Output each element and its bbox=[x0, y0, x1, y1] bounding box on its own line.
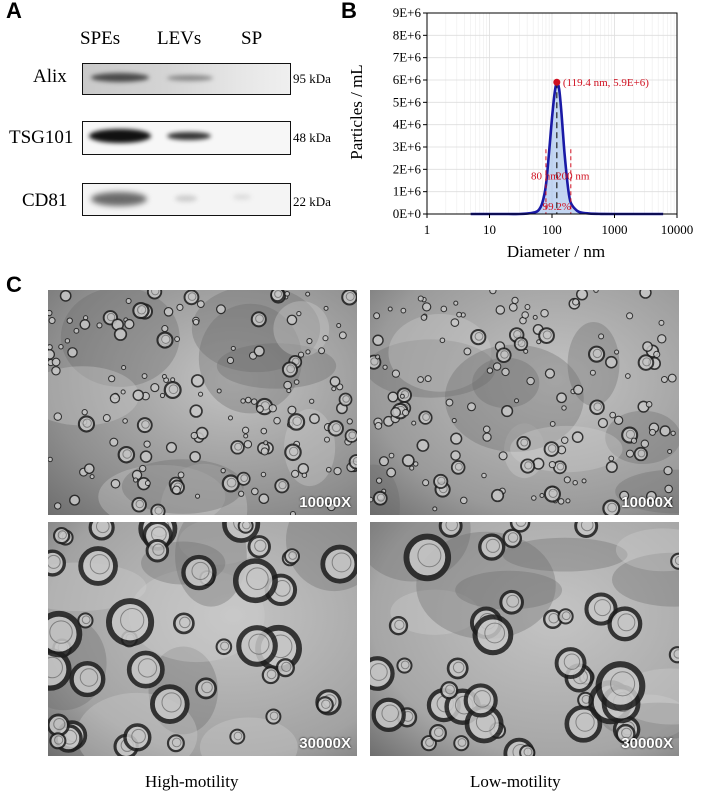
kda-label-alix: 95 kDa bbox=[293, 71, 331, 86]
upper-bound-label: 200 nm bbox=[556, 170, 590, 182]
tem-image-high-motility-10000x: 10000X bbox=[48, 290, 357, 515]
tem-texture bbox=[370, 522, 679, 756]
condition-label-low-motility: Low-motility bbox=[470, 772, 561, 791]
protein-label-cd81: CD81 bbox=[22, 190, 68, 211]
x-tick-label: 100 bbox=[542, 222, 562, 237]
tem-texture bbox=[370, 290, 679, 515]
band-cd81-sp bbox=[233, 194, 251, 200]
band-cd81-levs bbox=[175, 195, 197, 202]
panel-label-a: A bbox=[6, 0, 22, 23]
x-tick-label: 10000 bbox=[661, 222, 694, 237]
kda-label-cd81: 22 kDa bbox=[293, 194, 331, 209]
lane-label-sp: SP bbox=[241, 28, 263, 49]
magnification-label: 10000X bbox=[621, 494, 673, 511]
y-tick-label: 8E+6 bbox=[393, 27, 422, 42]
protein-label-tsg101: TSG101 bbox=[9, 127, 74, 148]
x-tick-label: 10 bbox=[483, 222, 496, 237]
percent-label: 99.2% bbox=[543, 201, 571, 213]
y-tick-label: 9E+6 bbox=[393, 5, 422, 20]
magnification-label: 30000X bbox=[621, 735, 673, 752]
peak-point bbox=[553, 78, 561, 86]
tem-image-high-motility-30000x: 30000X bbox=[48, 522, 357, 756]
blot-cd81 bbox=[82, 183, 291, 216]
panel-label-c: C bbox=[6, 272, 22, 297]
y-tick-label: 4E+6 bbox=[393, 117, 422, 132]
x-tick-label: 1000 bbox=[602, 222, 628, 237]
y-tick-label: 6E+6 bbox=[393, 72, 422, 87]
band-alix-levs bbox=[167, 75, 213, 81]
y-tick-label: 1E+6 bbox=[393, 184, 422, 199]
tem-image-low-motility-30000x: 30000X bbox=[370, 522, 679, 756]
plot-frame bbox=[426, 12, 678, 215]
tem-texture bbox=[48, 290, 357, 515]
y-tick-label: 7E+6 bbox=[393, 50, 422, 65]
tem-texture bbox=[48, 522, 357, 756]
y-tick-label: 3E+6 bbox=[393, 139, 422, 154]
magnification-label: 30000X bbox=[299, 735, 351, 752]
y-tick-label: 5E+6 bbox=[393, 94, 422, 109]
chart-area-fill bbox=[470, 82, 664, 215]
magnification-label: 10000X bbox=[299, 494, 351, 511]
blot-tsg101 bbox=[82, 121, 291, 155]
band-tsg101-spes bbox=[89, 129, 151, 143]
y-tick-label: 0E+0 bbox=[393, 206, 421, 221]
x-axis-label: Diameter / nm bbox=[507, 242, 605, 261]
y-tick-label: 2E+6 bbox=[393, 161, 422, 176]
blot-alix bbox=[82, 63, 291, 95]
band-cd81-spes bbox=[91, 192, 147, 206]
protein-label-alix: Alix bbox=[33, 66, 67, 87]
x-tick-label: 1 bbox=[424, 222, 431, 237]
condition-label-high-motility: High-motility bbox=[145, 772, 239, 791]
panel-label-b: B bbox=[341, 0, 357, 23]
tem-image-low-motility-10000x: 10000X bbox=[370, 290, 679, 515]
lane-label-spes: SPEs bbox=[80, 28, 121, 49]
series-area bbox=[470, 82, 664, 215]
chart-axes: 1 10 100 1000 10000 0E+0 1E+6 2E+6 3E+6 4E+6 5E+6 6… bbox=[393, 5, 694, 237]
lower-bound-label: 80 nm bbox=[531, 170, 559, 182]
kda-label-tsg101: 48 kDa bbox=[293, 130, 331, 145]
lane-label-levs: LEVs bbox=[157, 28, 202, 49]
band-tsg101-levs bbox=[167, 132, 211, 140]
peak-annotation: (119.4 nm, 5.9E+6) bbox=[563, 77, 649, 89]
band-alix-spes bbox=[91, 73, 149, 82]
y-axis-label: Particles / mL bbox=[347, 64, 366, 159]
